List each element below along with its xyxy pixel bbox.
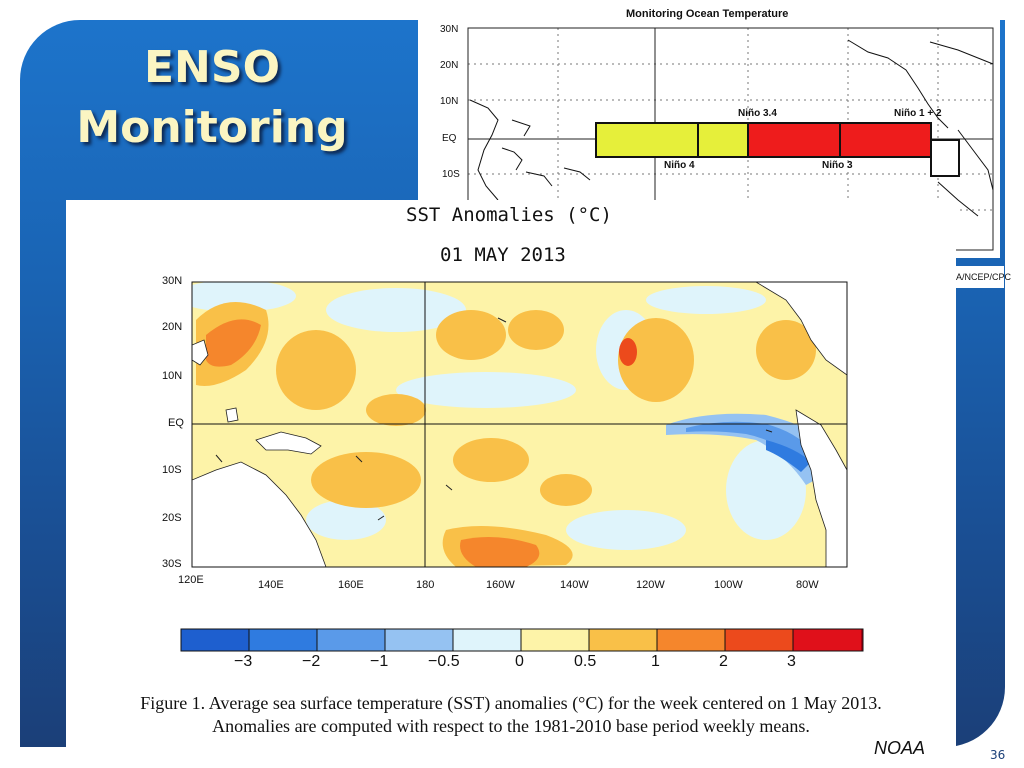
lat-label: 30N [162,275,183,287]
colorbar-swatch [589,629,657,651]
lat-label: EQ [168,417,184,429]
colorbar-swatch [793,629,861,651]
sst-title: SST Anomalies (°C) [406,204,612,226]
source-credit: NOAA [874,738,926,758]
sst-map-canvas [180,281,864,652]
colorbar-swatch [249,629,317,651]
lat-label: 20N [440,60,459,71]
lon-label: 140E [258,579,284,591]
nino12-label: Niño 1 + 2 [894,108,942,119]
title-line-2: Monitoring [76,102,348,153]
colorbar-label: 3 [787,653,796,670]
colorbar-label: −3 [234,653,253,670]
lat-label: 10S [442,169,460,180]
colorbar-swatch [385,629,453,651]
caption-line-1: Figure 1. Average sea surface temperatur… [140,693,882,713]
lat-label: 30N [440,24,459,35]
credit-strip [940,266,1004,288]
lat-label: 10N [440,96,459,107]
lon-label: 180 [416,579,435,591]
nino-map-credit: A/NCEP/CPC [956,272,1012,282]
title-line-1: ENSO [144,42,280,93]
colorbar-label: −2 [302,653,321,670]
colorbar-swatch [861,629,863,651]
colorbar-label: −0.5 [428,653,460,670]
footer-date: 5/2. [40,748,69,762]
nino-map-canvas [467,27,994,251]
lat-label: 10N [162,370,183,382]
lat-label: 20S [162,512,182,524]
nino12-box [930,139,960,177]
colorbar-label: −1 [370,653,389,670]
sst-date: 01 MAY 2013 [440,244,566,266]
nino-map-title: Monitoring Ocean Temperature [626,8,789,20]
lon-label: 80W [796,579,819,591]
lat-label: 20N [162,321,183,333]
lon-label: 140W [560,579,589,591]
page-number: 36 [990,748,1006,762]
colorbar-label: 2 [719,653,728,670]
lat-label: 10S [162,464,182,476]
nino34-label: Niño 3.4 [738,108,777,119]
lat-label: EQ [442,133,457,144]
slide-title: ENSO Monitoring [62,38,362,158]
caption-line-2: Anomalies are computed with respect to t… [212,716,810,736]
colorbar-swatch [453,629,521,651]
colorbar-label: 1 [651,653,660,670]
lon-label: 160W [486,579,515,591]
lon-label: 160E [338,579,364,591]
lon-label: 120W [636,579,665,591]
colorbar-swatch [317,629,385,651]
nino3-label: Niño 3 [822,160,853,171]
lon-label: 100W [714,579,743,591]
nino4-label: Niño 4 [664,160,695,171]
colorbar-swatch [521,629,589,651]
sst-colorbar [180,628,864,652]
colorbar-label: 0.5 [574,653,597,670]
colorbar-label: 0 [515,653,524,670]
colorbar-swatch [725,629,793,651]
colorbar-swatch [657,629,725,651]
lat-label: 30S [162,558,182,570]
colorbar-swatch [181,629,249,651]
lon-label: 120E [178,574,204,586]
figure-caption: Figure 1. Average sea surface temperatur… [66,692,956,738]
sst-anomaly-figure: SST Anomalies (°C) 01 MAY 2013 30N 20N 1… [66,200,956,748]
